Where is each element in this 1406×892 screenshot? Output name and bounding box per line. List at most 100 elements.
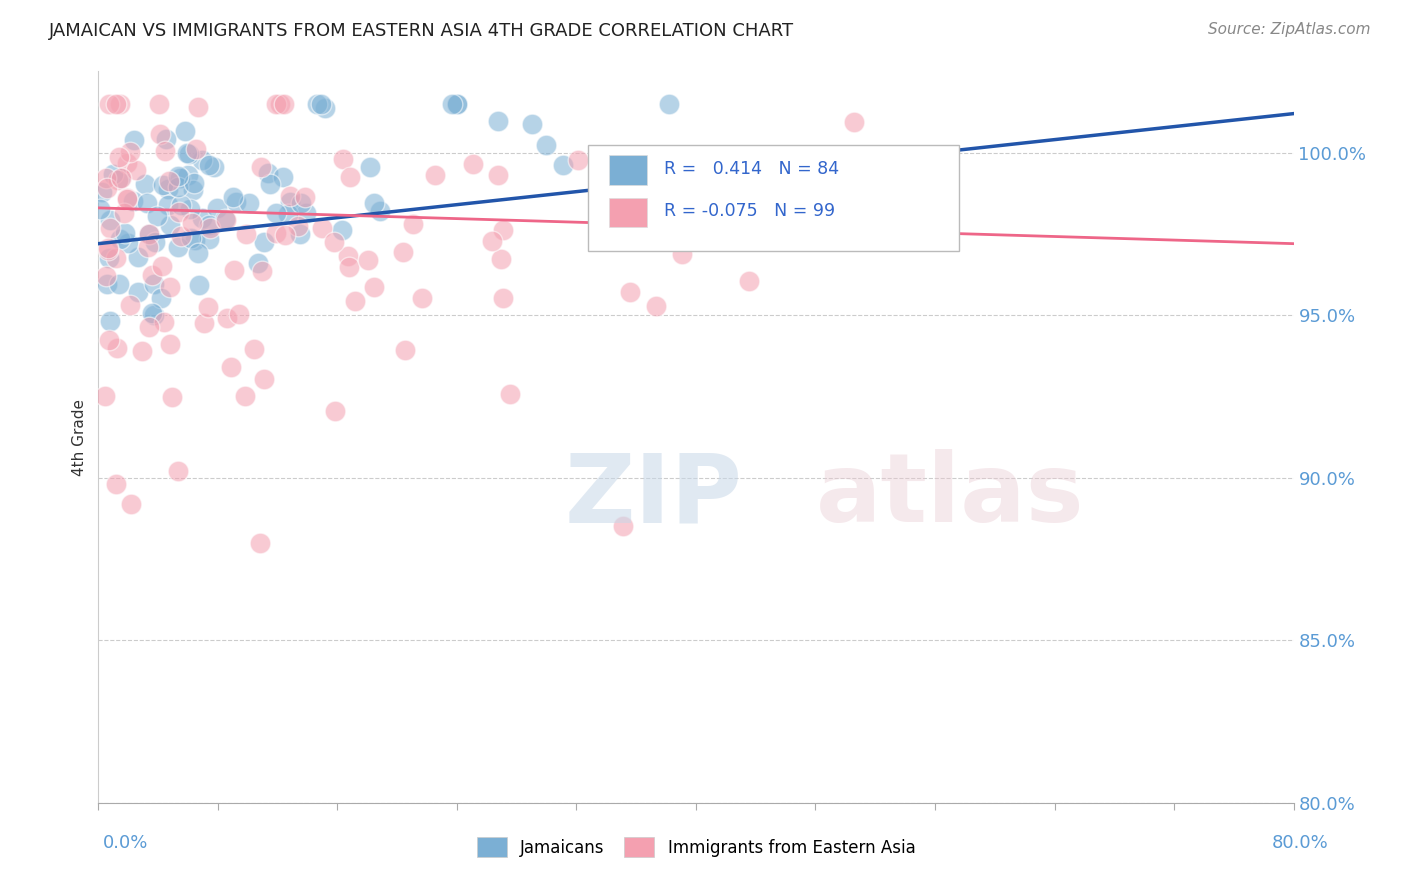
Point: [463, 157, 485, 171]
Point: [146, 209, 169, 223]
Point: [105, 342, 128, 356]
Point: [215, 213, 238, 227]
Point: [110, 171, 132, 186]
Point: [187, 245, 209, 260]
Text: R =   0.414   N = 84: R = 0.414 N = 84: [664, 160, 839, 178]
Point: [97, 251, 120, 265]
Point: [247, 256, 270, 270]
Point: [152, 178, 174, 193]
Text: Source: ZipAtlas.com: Source: ZipAtlas.com: [1208, 22, 1371, 37]
Point: [492, 291, 515, 305]
Point: [277, 207, 299, 221]
Point: [191, 211, 214, 226]
Point: [536, 137, 558, 152]
Legend: Jamaicans, Immigrants from Eastern Asia: Jamaicans, Immigrants from Eastern Asia: [477, 838, 915, 856]
Point: [198, 218, 221, 232]
Point: [96, 181, 118, 195]
Point: [173, 124, 195, 138]
Point: [94, 389, 117, 403]
Point: [269, 96, 291, 111]
Point: [97, 243, 120, 257]
Point: [108, 277, 131, 291]
Point: [127, 285, 149, 299]
Point: [489, 252, 512, 267]
Point: [368, 204, 391, 219]
Point: [118, 297, 141, 311]
Point: [233, 389, 256, 403]
Point: [253, 372, 276, 386]
Point: [181, 183, 204, 197]
Point: [252, 235, 274, 249]
Point: [91, 185, 114, 199]
Point: [492, 223, 515, 237]
Point: [155, 132, 177, 146]
Point: [499, 386, 522, 401]
Point: [167, 169, 190, 183]
Point: [159, 174, 181, 188]
Point: [273, 96, 295, 111]
Point: [193, 316, 215, 330]
Point: [98, 213, 121, 227]
Point: [225, 195, 247, 210]
Point: [446, 96, 468, 111]
Point: [339, 170, 361, 185]
Point: [114, 227, 136, 241]
Point: [890, 190, 912, 204]
Point: [98, 221, 121, 235]
Point: [657, 96, 679, 111]
Point: [202, 160, 225, 174]
Text: JAMAICAN VS IMMIGRANTS FROM EASTERN ASIA 4TH GRADE CORRELATION CHART: JAMAICAN VS IMMIGRANTS FROM EASTERN ASIA…: [49, 22, 794, 40]
Point: [134, 178, 156, 192]
Point: [278, 189, 301, 203]
Point: [138, 319, 160, 334]
Point: [167, 205, 190, 219]
Point: [110, 232, 132, 246]
Point: [738, 274, 761, 288]
Point: [222, 263, 245, 277]
Point: [567, 153, 589, 168]
Point: [359, 160, 381, 174]
Point: [180, 230, 202, 244]
Point: [481, 234, 503, 248]
Point: [250, 264, 273, 278]
Point: [96, 170, 118, 185]
Point: [264, 226, 287, 240]
Point: [98, 333, 121, 347]
Point: [101, 167, 124, 181]
Point: [121, 194, 143, 208]
Point: [238, 196, 260, 211]
Point: [120, 497, 142, 511]
Point: [271, 170, 294, 185]
Point: [235, 227, 257, 241]
Point: [188, 278, 211, 293]
Point: [287, 219, 309, 233]
Point: [160, 390, 183, 404]
Point: [228, 307, 250, 321]
Point: [644, 299, 666, 313]
Point: [344, 294, 367, 309]
Point: [273, 228, 295, 243]
Point: [250, 160, 273, 174]
Point: [290, 227, 312, 241]
Point: [177, 147, 200, 161]
Point: [184, 233, 207, 247]
Point: [115, 191, 138, 205]
Point: [619, 285, 641, 299]
Point: [446, 96, 468, 111]
Point: [98, 314, 121, 328]
Point: [186, 142, 208, 156]
Y-axis label: 4th Grade: 4th Grade: [72, 399, 87, 475]
Text: atlas: atlas: [815, 449, 1084, 542]
Point: [156, 182, 179, 196]
Point: [183, 176, 205, 190]
Text: ZIP: ZIP: [565, 449, 742, 542]
Point: [257, 166, 280, 180]
Point: [142, 277, 165, 291]
Point: [107, 172, 129, 186]
Point: [588, 227, 610, 242]
Point: [167, 179, 190, 194]
Point: [107, 150, 129, 164]
Point: [94, 268, 117, 283]
Point: [136, 240, 159, 254]
Point: [125, 163, 148, 178]
